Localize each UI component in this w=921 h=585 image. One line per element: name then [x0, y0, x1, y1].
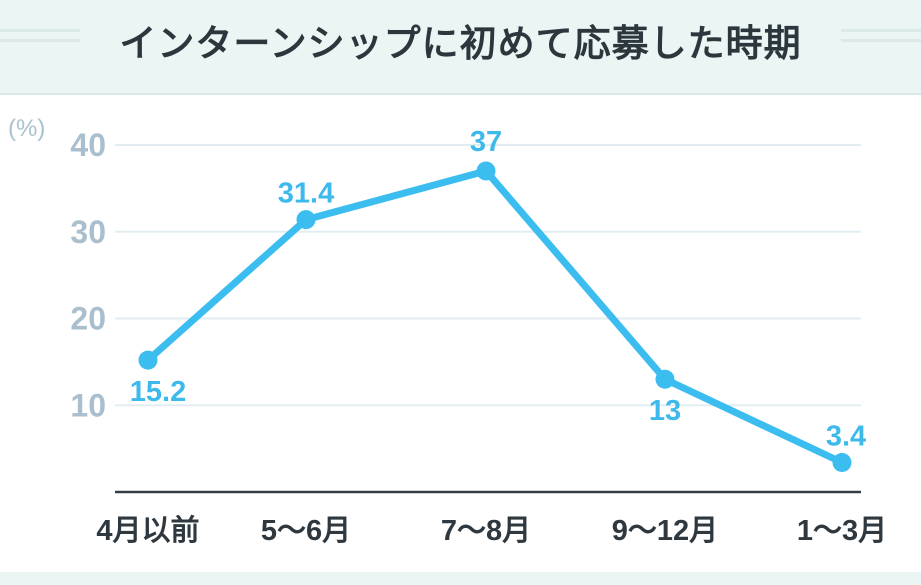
y-tick-label: 30	[70, 214, 106, 250]
x-category-label: 1〜3月	[797, 515, 887, 547]
page-title: インターンシップに初めて応募した時期	[119, 22, 802, 64]
decorative-double-line-right	[841, 29, 921, 42]
header-band: インターンシップに初めて応募した時期	[0, 0, 921, 95]
y-tick-label: 40	[70, 127, 106, 163]
data-point-label: 13	[649, 395, 681, 427]
data-point-label: 3.4	[826, 421, 866, 453]
data-point	[655, 369, 675, 389]
x-axis-group: 4月以前 5〜6月 7〜8月 9〜12月 1〜3月	[96, 490, 887, 547]
data-point	[296, 210, 316, 230]
footer-band	[0, 572, 921, 585]
x-category-label: 7〜8月	[441, 515, 531, 547]
decorative-double-line-left	[0, 29, 80, 42]
x-category-label: 4月以前	[96, 513, 199, 547]
data-series-group	[138, 161, 852, 473]
data-point-label: 31.4	[278, 178, 334, 210]
x-category-label: 5〜6月	[261, 515, 351, 547]
y-axis-unit-label: (%)	[8, 115, 45, 142]
gridlines-group	[115, 144, 861, 407]
data-point	[476, 161, 496, 181]
data-line	[144, 167, 846, 467]
x-category-label: 9〜12月	[612, 515, 718, 547]
data-labels-group: 15.2 31.4 37 13 3.4	[130, 126, 866, 452]
data-point	[138, 350, 158, 370]
y-tick-label: 20	[70, 301, 106, 337]
data-point	[832, 453, 852, 473]
data-point-label: 37	[470, 126, 502, 158]
y-tick-labels-group: 10 20 30 40	[70, 127, 106, 423]
data-point-label: 15.2	[130, 376, 186, 408]
y-tick-label: 10	[70, 387, 106, 423]
